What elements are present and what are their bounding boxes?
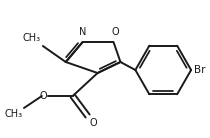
Text: N: N — [79, 27, 86, 37]
Text: O: O — [90, 118, 97, 128]
Text: CH₃: CH₃ — [23, 33, 41, 43]
Text: CH₃: CH₃ — [5, 109, 23, 119]
Text: O: O — [112, 27, 119, 37]
Text: Br: Br — [194, 65, 206, 75]
Text: O: O — [39, 91, 47, 101]
